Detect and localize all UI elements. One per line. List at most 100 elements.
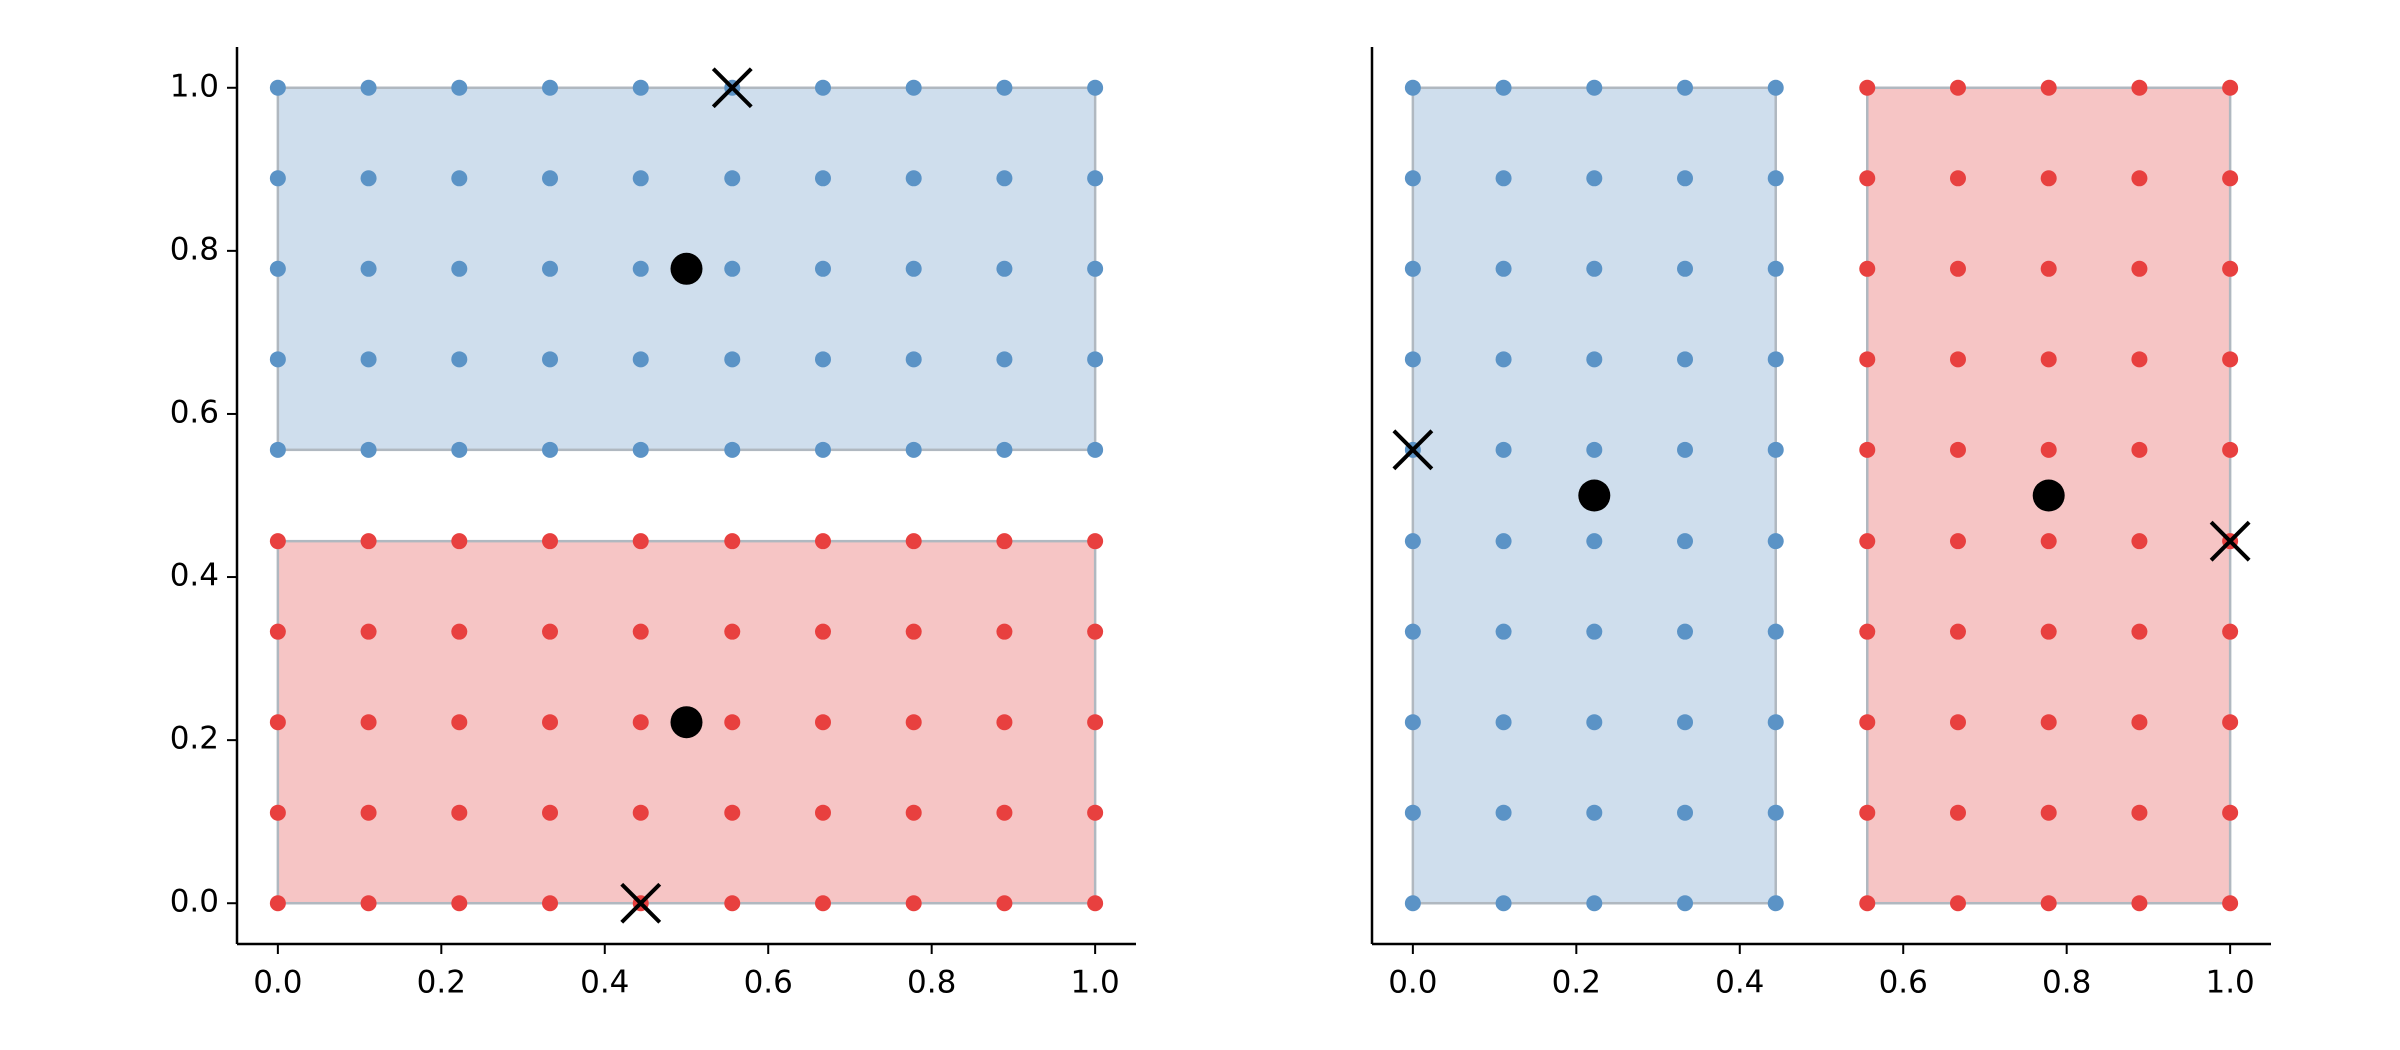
point <box>1495 260 1512 277</box>
point <box>542 79 559 96</box>
point <box>360 441 377 458</box>
point <box>996 260 1013 277</box>
point <box>451 804 468 821</box>
point <box>1859 714 1876 731</box>
chart: 0.0 0.2 0.4 0.6 0.8 1.0 0.0 0.2 0.4 0.6 0.8 1.0 <box>170 47 1136 1001</box>
point <box>1859 170 1876 187</box>
point <box>814 804 831 821</box>
y-tick-label: 0.2 <box>170 721 219 757</box>
point <box>724 351 741 368</box>
x-tick-label: 0.2 <box>417 965 466 1001</box>
point <box>1087 170 1104 187</box>
point <box>269 260 286 277</box>
point <box>1677 260 1694 277</box>
point <box>814 533 831 550</box>
point <box>996 895 1013 912</box>
point <box>542 895 559 912</box>
point <box>451 260 468 277</box>
point <box>724 260 741 277</box>
point <box>542 351 559 368</box>
point <box>2222 351 2239 368</box>
y-tick-label: 0.4 <box>170 558 219 594</box>
point <box>2131 533 2148 550</box>
point <box>632 170 649 187</box>
x-tick-label: 1.0 <box>2205 965 2254 1001</box>
point <box>1404 79 1421 96</box>
point <box>814 260 831 277</box>
point <box>632 623 649 640</box>
point <box>724 441 741 458</box>
point <box>2131 79 2148 96</box>
point <box>1404 804 1421 821</box>
point <box>1767 714 1784 731</box>
y-tick-label: 0.0 <box>170 884 219 920</box>
point <box>1767 623 1784 640</box>
cross-marker <box>620 882 662 924</box>
point <box>724 623 741 640</box>
point <box>269 441 286 458</box>
x-tick-label: 0.8 <box>2042 965 2091 1001</box>
point <box>632 804 649 821</box>
point <box>1404 714 1421 731</box>
point <box>1949 895 1966 912</box>
point <box>1859 804 1876 821</box>
point <box>996 623 1013 640</box>
point <box>1949 714 1966 731</box>
point <box>996 533 1013 550</box>
x-tick-label: 0.4 <box>1715 965 1764 1001</box>
point <box>1087 533 1104 550</box>
point <box>451 623 468 640</box>
x-tick-label: 0.2 <box>1552 965 1601 1001</box>
point <box>2131 804 2148 821</box>
point <box>1586 351 1603 368</box>
point <box>360 895 377 912</box>
point <box>1495 170 1512 187</box>
point <box>2131 351 2148 368</box>
point <box>1087 351 1104 368</box>
point <box>360 79 377 96</box>
point <box>632 351 649 368</box>
point <box>1404 895 1421 912</box>
y-tick-label: 0.6 <box>170 394 219 430</box>
cross-marker <box>2209 520 2251 562</box>
point <box>542 714 559 731</box>
cross-marker <box>1392 429 1434 471</box>
point <box>451 170 468 187</box>
point <box>1949 79 1966 96</box>
point <box>2040 895 2057 912</box>
point <box>360 623 377 640</box>
point <box>451 895 468 912</box>
point <box>814 441 831 458</box>
point <box>1404 170 1421 187</box>
point <box>632 714 649 731</box>
point <box>451 79 468 96</box>
point <box>905 714 922 731</box>
point <box>1495 79 1512 96</box>
point <box>1586 441 1603 458</box>
point <box>814 170 831 187</box>
point <box>1767 260 1784 277</box>
x-tick-label: 0.0 <box>1388 965 1437 1001</box>
point <box>996 79 1013 96</box>
point <box>1586 714 1603 731</box>
point <box>1087 895 1104 912</box>
point <box>1087 804 1104 821</box>
point <box>2222 79 2239 96</box>
point <box>542 260 559 277</box>
point <box>1677 441 1694 458</box>
point <box>2222 170 2239 187</box>
point <box>269 804 286 821</box>
point <box>360 351 377 368</box>
point <box>1859 895 1876 912</box>
point <box>1677 714 1694 731</box>
point <box>1495 714 1512 731</box>
point <box>1949 623 1966 640</box>
x-tick-label: 0.0 <box>253 965 302 1001</box>
point <box>2040 441 2057 458</box>
point <box>724 533 741 550</box>
point <box>2222 260 2239 277</box>
point <box>1495 351 1512 368</box>
point <box>2131 170 2148 187</box>
point <box>1859 441 1876 458</box>
